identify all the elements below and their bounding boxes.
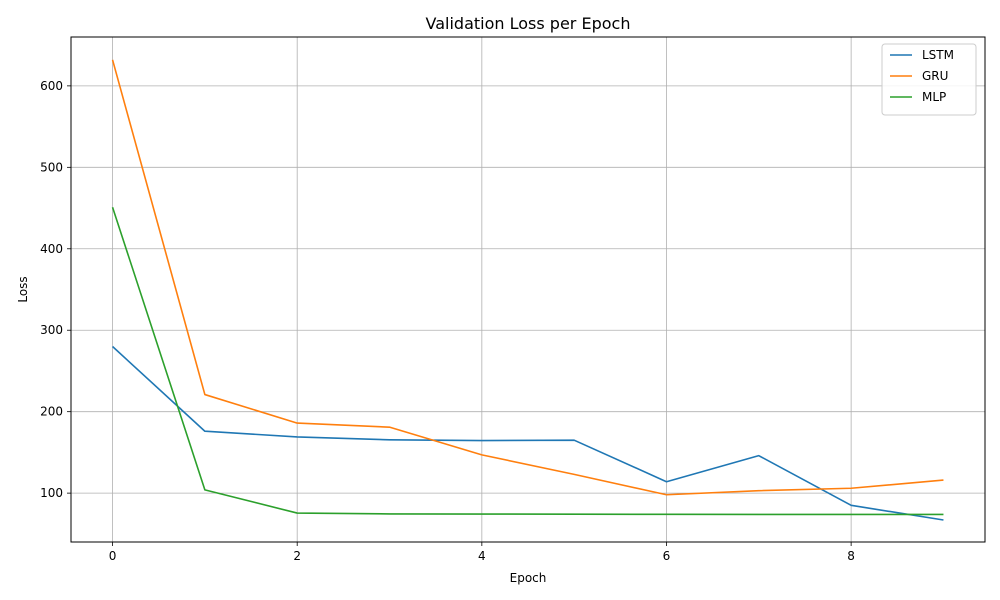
y-tick-label: 100 — [40, 486, 63, 500]
x-axis-ticks: 0 2 4 6 8 — [109, 542, 855, 563]
x-tick-label: 6 — [663, 549, 671, 563]
legend: LSTM GRU MLP — [881, 43, 977, 116]
legend-label: MLP — [922, 90, 946, 104]
x-axis-label: Epoch — [510, 571, 547, 585]
series-line-mlp — [111, 206, 944, 516]
x-tick-label: 4 — [478, 549, 486, 563]
y-tick-label: 400 — [40, 242, 63, 256]
x-tick-label: 2 — [293, 549, 301, 563]
plot-frame — [70, 36, 986, 543]
series-line-lstm — [112, 345, 944, 521]
y-axis-label: Loss — [16, 276, 30, 302]
x-tick-label: 0 — [109, 549, 117, 563]
y-axis-ticks: 100 200 300 400 500 600 — [40, 79, 71, 500]
x-tick-label: 8 — [847, 549, 855, 563]
y-tick-label: 600 — [40, 79, 63, 93]
chart-title: Validation Loss per Epoch — [426, 14, 631, 33]
legend-label: LSTM — [922, 48, 954, 62]
series-line-gru — [111, 59, 944, 496]
grid — [71, 37, 985, 542]
series-lines — [111, 59, 944, 521]
y-tick-label: 500 — [40, 160, 63, 174]
y-tick-label: 200 — [40, 405, 63, 419]
legend-label: GRU — [922, 69, 948, 83]
y-tick-label: 300 — [40, 323, 63, 337]
